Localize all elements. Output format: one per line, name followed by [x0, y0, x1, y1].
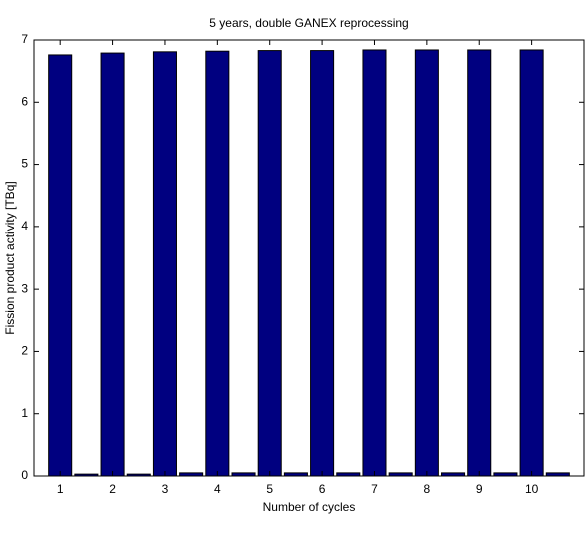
bar	[152, 51, 177, 477]
x-tick-label: 2	[109, 482, 116, 496]
x-tick-label: 10	[525, 482, 539, 496]
x-tick-label: 6	[319, 482, 326, 496]
y-tick-label: 0	[21, 468, 28, 482]
x-tick-label: 1	[57, 482, 64, 496]
y-tick-label: 2	[21, 344, 28, 358]
y-axis-label: Fission product activity [TBq]	[3, 181, 17, 334]
bar	[257, 50, 282, 477]
x-tick-label: 9	[476, 482, 483, 496]
y-tick-label: 3	[21, 281, 28, 295]
bar	[362, 49, 387, 477]
y-tick-label: 4	[21, 219, 28, 233]
y-tick-label: 1	[21, 406, 28, 420]
bar	[205, 50, 230, 477]
bar	[414, 49, 439, 477]
x-tick-label: 3	[162, 482, 169, 496]
x-axis-label: Number of cycles	[263, 500, 356, 514]
x-tick-label: 4	[214, 482, 221, 496]
x-tick-label: 8	[424, 482, 431, 496]
bar	[519, 49, 544, 477]
y-tick-label: 7	[21, 32, 28, 46]
bar	[48, 54, 73, 477]
bar	[310, 50, 335, 477]
y-tick-label: 5	[21, 157, 28, 171]
plot-frame	[33, 39, 585, 477]
x-tick-label: 7	[371, 482, 378, 496]
chart-title: 5 years, double GANEX reprocessing	[209, 16, 408, 30]
bar	[467, 49, 492, 477]
bar	[100, 52, 125, 477]
x-tick-label: 5	[266, 482, 273, 496]
y-tick-label: 6	[21, 94, 28, 108]
